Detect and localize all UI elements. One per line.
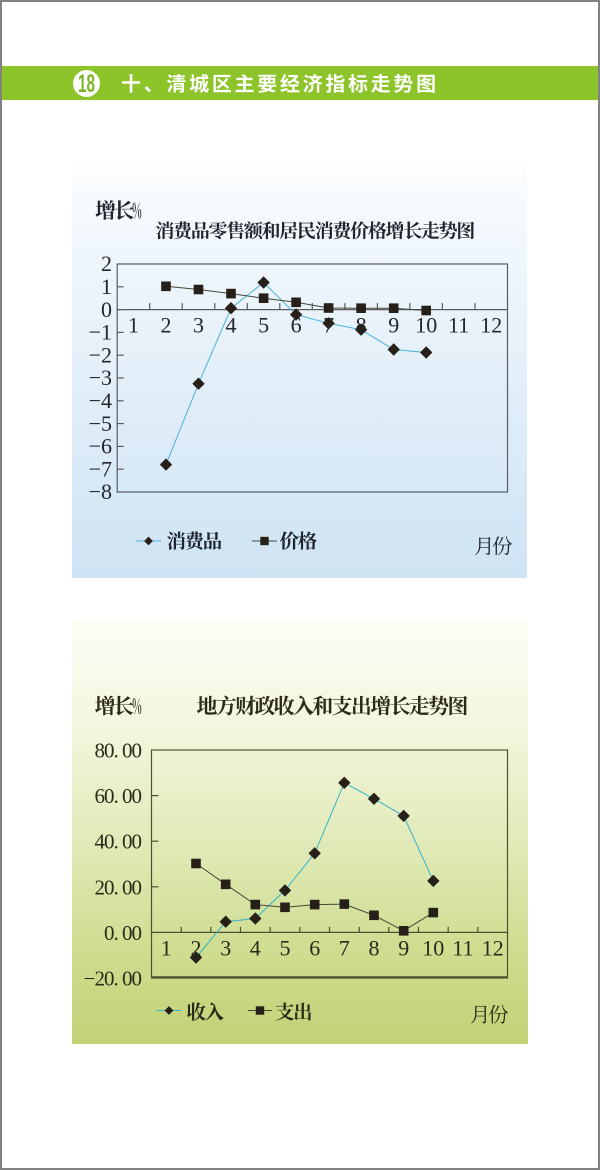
svg-text:1: 1	[128, 313, 139, 338]
svg-text:80. 00: 80. 00	[95, 739, 142, 763]
svg-text:2: 2	[161, 313, 172, 338]
svg-text:10: 10	[422, 936, 444, 961]
svg-text:3: 3	[220, 936, 231, 961]
svg-text:6: 6	[309, 936, 320, 961]
svg-text:9: 9	[388, 313, 399, 338]
svg-text:18: 18	[78, 70, 95, 98]
svg-text:2: 2	[101, 251, 112, 276]
svg-text:4: 4	[250, 936, 261, 961]
svg-text:−5: −5	[89, 411, 112, 436]
svg-text:5: 5	[280, 936, 291, 961]
svg-text:−4: −4	[89, 388, 112, 413]
svg-text:4: 4	[226, 313, 237, 338]
svg-text:−3: −3	[89, 365, 112, 390]
svg-text:8: 8	[369, 936, 380, 961]
svg-text:−8: −8	[89, 479, 112, 504]
svg-text:6: 6	[291, 313, 302, 338]
svg-text:−7: −7	[89, 456, 112, 481]
svg-text:7: 7	[339, 936, 350, 961]
svg-text:10: 10	[415, 313, 437, 338]
svg-text:12: 12	[480, 313, 502, 338]
svg-text:−2: −2	[89, 342, 112, 367]
svg-text:9: 9	[398, 936, 409, 961]
svg-text:1: 1	[101, 274, 112, 299]
svg-text:3: 3	[193, 313, 204, 338]
svg-text:−1: −1	[89, 320, 112, 345]
svg-text:0. 00: 0. 00	[104, 921, 142, 945]
svg-text:1: 1	[161, 936, 172, 961]
svg-text:5: 5	[258, 313, 269, 338]
svg-text:−6: −6	[89, 434, 112, 459]
svg-text:20. 00: 20. 00	[95, 875, 142, 899]
svg-text:40. 00: 40. 00	[95, 830, 142, 854]
svg-text:8: 8	[356, 313, 367, 338]
svg-text:60. 00: 60. 00	[95, 784, 142, 808]
svg-text:11: 11	[448, 313, 469, 338]
svg-text:−20. 00: −20. 00	[84, 967, 142, 991]
svg-text:11: 11	[452, 936, 473, 961]
svg-text:12: 12	[482, 936, 504, 961]
svg-text:7: 7	[323, 313, 334, 338]
svg-text:2: 2	[191, 936, 202, 961]
svg-text:0: 0	[101, 297, 112, 322]
